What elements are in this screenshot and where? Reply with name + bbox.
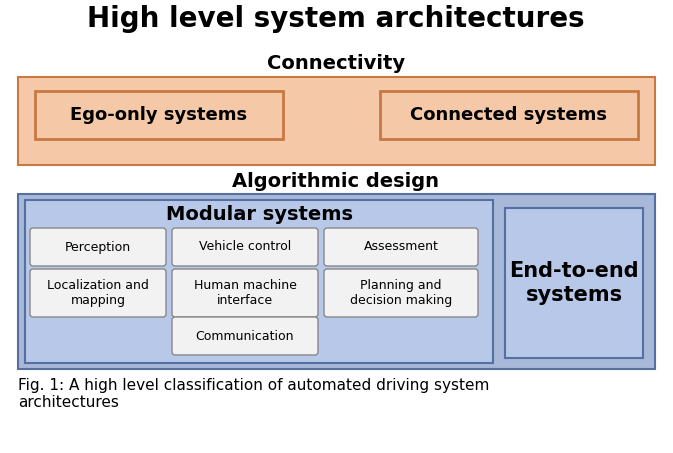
FancyBboxPatch shape bbox=[35, 91, 283, 139]
FancyBboxPatch shape bbox=[25, 200, 493, 363]
FancyBboxPatch shape bbox=[380, 91, 638, 139]
Text: Connected systems: Connected systems bbox=[411, 106, 608, 124]
FancyBboxPatch shape bbox=[18, 77, 655, 165]
Text: Perception: Perception bbox=[65, 241, 131, 254]
FancyBboxPatch shape bbox=[172, 228, 318, 266]
FancyBboxPatch shape bbox=[18, 194, 655, 369]
Text: Localization and
mapping: Localization and mapping bbox=[47, 279, 149, 307]
Text: Algorithmic design: Algorithmic design bbox=[232, 172, 439, 191]
Text: Connectivity: Connectivity bbox=[267, 54, 405, 73]
Text: Planning and
decision making: Planning and decision making bbox=[350, 279, 452, 307]
FancyBboxPatch shape bbox=[172, 269, 318, 317]
Text: Assessment: Assessment bbox=[363, 241, 438, 254]
Text: High level system architectures: High level system architectures bbox=[87, 5, 585, 33]
FancyBboxPatch shape bbox=[30, 269, 166, 317]
FancyBboxPatch shape bbox=[324, 269, 478, 317]
FancyBboxPatch shape bbox=[30, 228, 166, 266]
FancyBboxPatch shape bbox=[324, 228, 478, 266]
Text: Modular systems: Modular systems bbox=[166, 205, 353, 224]
Text: End-to-end
systems: End-to-end systems bbox=[509, 261, 639, 304]
Text: Vehicle control: Vehicle control bbox=[199, 241, 291, 254]
Text: Communication: Communication bbox=[196, 329, 294, 342]
Text: Fig. 1: A high level classification of automated driving system
architectures: Fig. 1: A high level classification of a… bbox=[18, 378, 489, 410]
FancyBboxPatch shape bbox=[505, 208, 643, 358]
FancyBboxPatch shape bbox=[172, 317, 318, 355]
Text: Human machine
interface: Human machine interface bbox=[194, 279, 296, 307]
Text: Ego-only systems: Ego-only systems bbox=[71, 106, 248, 124]
